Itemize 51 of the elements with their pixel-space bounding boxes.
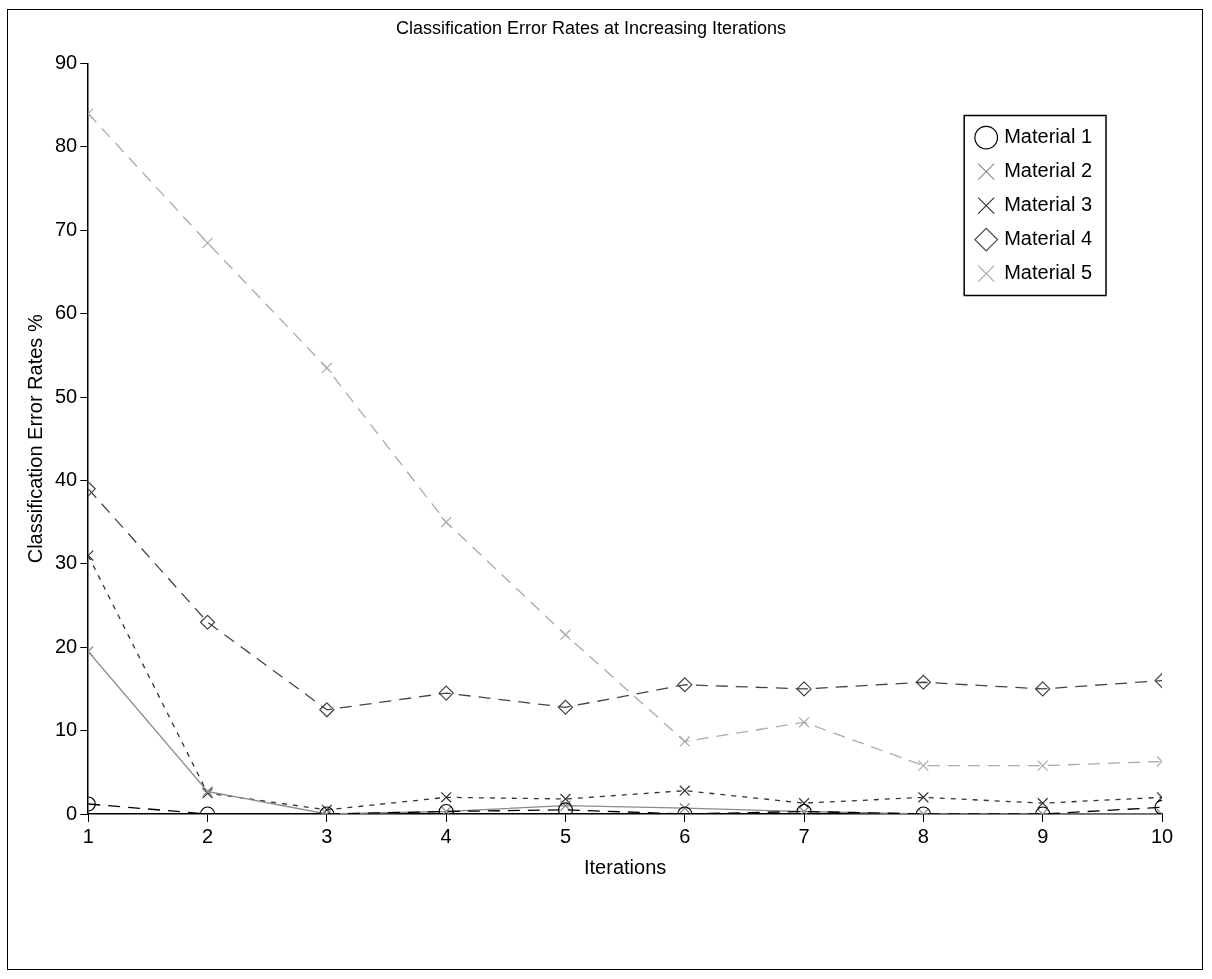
point <box>1035 681 1051 697</box>
point <box>559 629 572 641</box>
y-axis-title: Classification Error Rates % <box>23 314 46 564</box>
point <box>321 362 333 374</box>
point <box>798 716 810 728</box>
chart-title: Classification Error Rates at Increasing Iterations <box>395 17 787 38</box>
legend-label: Material 2 <box>1004 159 1092 182</box>
x-tick-label: 1 <box>82 824 94 847</box>
x-tick-label: 3 <box>321 824 333 847</box>
y-tick-label: 50 <box>55 384 78 407</box>
point <box>202 237 214 249</box>
point <box>440 516 452 528</box>
point <box>557 699 574 715</box>
y-tick-label: 40 <box>55 468 78 490</box>
x-axis-title: Iterations <box>583 855 667 878</box>
point <box>1037 797 1049 809</box>
x-tick-label: 8 <box>917 824 929 847</box>
x-tick-label: 4 <box>440 824 452 847</box>
point <box>917 760 929 772</box>
x-tick-label: 6 <box>679 824 691 847</box>
legend-label: Material 4 <box>1004 227 1092 250</box>
x-tick-label: 2 <box>201 824 214 847</box>
legend-label: Material 5 <box>1004 261 1092 284</box>
y-tick-label: 60 <box>55 301 78 324</box>
point <box>796 681 812 697</box>
y-tick-label: 0 <box>66 801 78 824</box>
y-tick-label: 20 <box>55 634 78 657</box>
point <box>915 674 931 690</box>
x-tick-label: 10 <box>1150 824 1174 847</box>
point <box>679 735 691 748</box>
x-tick-label: 7 <box>798 824 810 847</box>
y-tick-label: 80 <box>55 134 78 157</box>
y-tick-label: 90 <box>55 51 78 74</box>
legend-label: Material 1 <box>1004 125 1092 148</box>
legend-label: Material 3 <box>1004 193 1092 216</box>
point <box>438 685 454 701</box>
point <box>1037 760 1049 772</box>
point <box>319 702 335 718</box>
x-tick-label: 9 <box>1037 824 1049 847</box>
point <box>679 802 691 814</box>
point <box>679 785 691 797</box>
y-tick-label: 30 <box>55 551 78 574</box>
point <box>677 677 693 693</box>
point <box>798 797 810 809</box>
point <box>559 793 572 805</box>
point <box>440 791 452 803</box>
y-tick-label: 10 <box>55 718 78 741</box>
point <box>917 791 929 803</box>
x-tick-label: 5 <box>559 824 572 847</box>
y-tick-label: 70 <box>55 217 78 240</box>
point <box>199 614 216 630</box>
